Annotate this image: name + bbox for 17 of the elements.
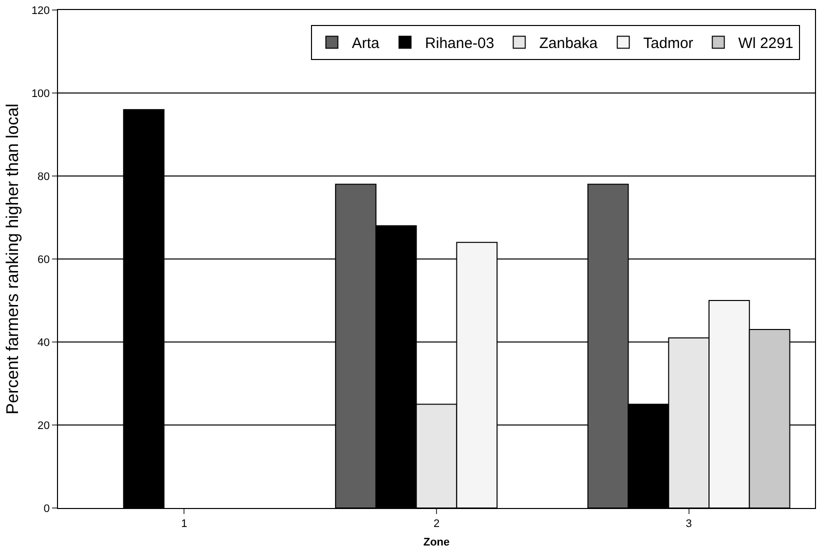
x-tick-label: 3 <box>686 518 692 530</box>
y-tick-label: 100 <box>31 88 50 100</box>
y-axis-title: Percent farmers ranking higher than local <box>2 104 22 414</box>
y-tick-label: 120 <box>31 4 50 17</box>
legend-label: Zanbaka <box>539 35 598 52</box>
legend-label: Rihane-03 <box>425 35 494 52</box>
x-tick-label: 2 <box>433 518 440 530</box>
y-tick-label: 20 <box>38 420 50 432</box>
x-tick-label: 1 <box>181 518 188 530</box>
y-tick-label: 40 <box>38 336 50 349</box>
y-tick-label: 60 <box>38 254 50 266</box>
legend-label: Tadmor <box>643 35 694 52</box>
legend-label: Wl 2291 <box>738 35 794 52</box>
y-tick-label: 0 <box>44 502 50 515</box>
legend-label: Arta <box>352 35 380 52</box>
y-tick-label: 80 <box>38 170 50 183</box>
x-axis-title: Zone <box>423 536 450 548</box>
